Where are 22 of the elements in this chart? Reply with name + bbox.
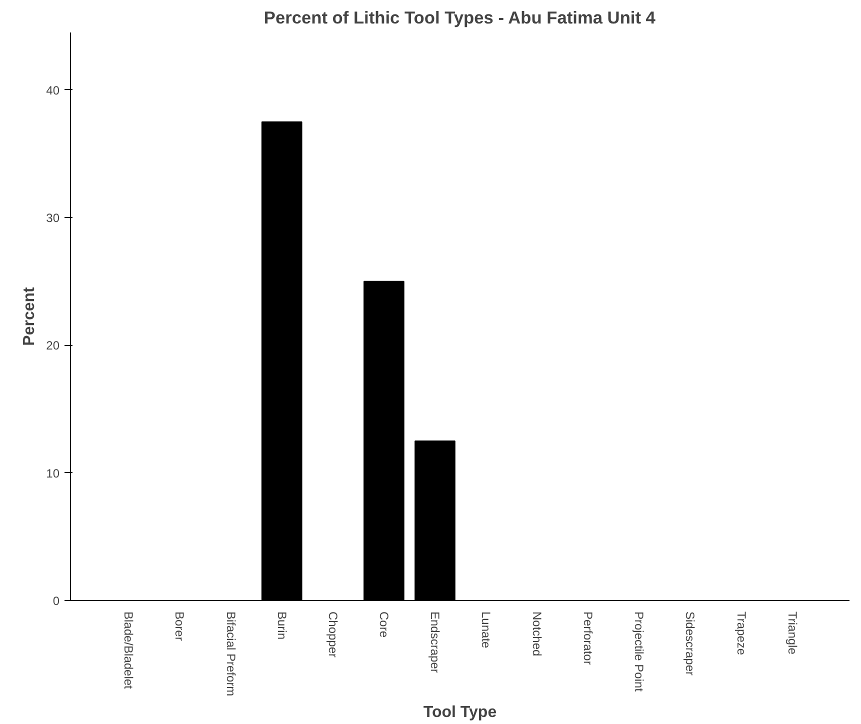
y-axis-title: Percent xyxy=(21,286,38,346)
x-tick-label: Notched xyxy=(530,612,544,656)
x-tick-label: Bifacial Preform xyxy=(224,612,238,696)
x-tick-label: Triangle xyxy=(785,612,800,655)
y-tick-label: 20 xyxy=(46,338,60,353)
y-tick-label: 40 xyxy=(46,83,60,98)
chart-title: Percent of Lithic Tool Types - Abu Fatima Unit 4 xyxy=(264,8,656,28)
y-tick-label: 30 xyxy=(46,211,60,226)
x-tick-label: Borer xyxy=(172,612,187,641)
x-tick-label: Lunate xyxy=(479,612,494,649)
x-axis-title: Tool Type xyxy=(423,704,497,722)
y-tick-label: 10 xyxy=(46,466,60,480)
x-tick-label: Blade/Bladelet xyxy=(122,612,136,690)
x-tick-label: Chopper xyxy=(326,612,340,658)
x-tick-label: Core xyxy=(376,612,391,638)
y-tick-label: 0 xyxy=(52,594,60,608)
x-tick-label: Projectile Point xyxy=(632,612,646,692)
x-tick-label: Sidescraper xyxy=(683,612,698,676)
x-tick-label: Trapeze xyxy=(734,612,748,656)
x-tick-label: Endscraper xyxy=(428,612,442,673)
x-tick-label: Burin xyxy=(274,612,289,640)
x-tick-label: Perforator xyxy=(581,612,596,665)
